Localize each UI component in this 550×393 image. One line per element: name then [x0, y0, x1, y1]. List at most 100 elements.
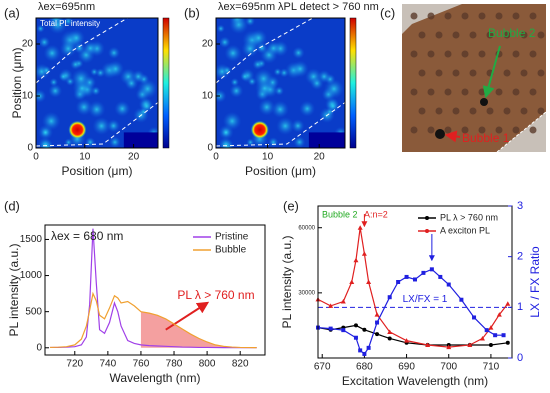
x-tick-label: 820	[232, 359, 249, 370]
bubble-dot	[452, 107, 460, 115]
marker	[446, 282, 451, 287]
arrow	[165, 301, 210, 331]
heatmap-blob	[218, 36, 231, 49]
panel-subtitle: λPL detect > 760 nm	[278, 1, 379, 13]
marker	[496, 312, 502, 317]
bubble-dot	[461, 126, 469, 134]
y-tick-label: 1500	[20, 234, 43, 245]
heatmap-blob	[87, 100, 106, 119]
bubble-dot	[410, 12, 418, 20]
heatmap-blob	[240, 72, 250, 82]
bubble-dot	[495, 126, 503, 134]
heatmap-blob	[43, 44, 61, 62]
y2-axis-label: LX / FX Ratio	[528, 246, 542, 318]
flake	[402, 4, 546, 152]
marker	[374, 312, 380, 317]
bubble-dot	[520, 107, 528, 115]
heatmap-blob	[222, 111, 242, 131]
marker	[362, 327, 367, 332]
flake-edge	[216, 102, 345, 147]
heatmap-blob	[137, 78, 158, 99]
x-tick-label: 0	[213, 152, 219, 163]
bubble-dot	[486, 107, 494, 115]
annotation: Bubble 2	[322, 209, 358, 219]
bubble-dot	[537, 31, 545, 39]
marker	[425, 342, 431, 347]
heatmap-blob	[63, 18, 74, 27]
y-axis-label: PL intensity (a.u.)	[280, 236, 294, 329]
bubble-dot	[486, 31, 494, 39]
bubble-dot	[520, 69, 528, 77]
heatmap-blob	[216, 89, 227, 103]
heatmap-blob	[38, 36, 51, 49]
heatmap-blob	[293, 136, 306, 148]
annotation: Bubble 2	[488, 26, 536, 40]
bubble-dot	[503, 31, 511, 39]
heatmap-blob	[291, 119, 305, 133]
heatmap-blob	[106, 119, 121, 133]
marker	[459, 297, 464, 302]
y-tick-label: 500	[25, 306, 42, 317]
bubble-dot	[435, 107, 443, 115]
marker	[353, 323, 358, 328]
bubble-dot	[452, 69, 460, 77]
x-tick-label: 680	[356, 362, 373, 373]
marker	[488, 325, 494, 330]
bubble-dot	[478, 88, 486, 96]
heatmap-blob	[71, 68, 91, 89]
heatmap-blob	[229, 18, 245, 26]
legend-marker	[425, 229, 429, 233]
bubble-dot	[512, 50, 520, 58]
heatmap-blob	[83, 40, 98, 56]
panel-title: λex=695nm	[38, 1, 95, 13]
bubble-dot	[512, 12, 520, 20]
x-tick-label: 690	[398, 362, 415, 373]
bubble-1	[435, 129, 445, 139]
flake-edge	[496, 111, 547, 153]
marker	[421, 270, 426, 275]
x-tick-label: 760	[133, 359, 150, 370]
y-tick-label: 0	[207, 143, 213, 154]
x-tick-label: 700	[440, 362, 457, 373]
bubble-dot	[495, 88, 503, 96]
x-tick-label: 670	[314, 362, 331, 373]
bubble-dot	[529, 126, 537, 134]
heatmap-blob	[41, 111, 61, 131]
heatmap-image	[36, 18, 158, 148]
heatmap-blob	[325, 107, 335, 117]
y2-tick-label: 1	[517, 301, 523, 313]
y-tick-label: 0	[27, 143, 33, 154]
arrow	[444, 130, 461, 143]
marker	[362, 351, 367, 356]
marker	[361, 251, 367, 256]
legend-label: PL λ > 760 nm	[440, 212, 498, 222]
y-tick-label: 60000	[298, 225, 315, 231]
y2-tick-label: 2	[517, 251, 523, 263]
heatmap-blob	[70, 59, 81, 70]
annotation: λex = 680 nm	[51, 229, 123, 243]
y-tick-label: 10	[22, 91, 34, 102]
bubble-dot	[520, 31, 528, 39]
bubble-dot	[469, 69, 477, 77]
annotation: Bubble 1	[462, 131, 510, 145]
marker	[341, 328, 346, 333]
heatmap-blob	[268, 137, 279, 148]
series-line	[317, 227, 509, 348]
heatmap-image	[216, 18, 345, 148]
bubble-dot	[478, 126, 486, 134]
marker	[484, 328, 489, 333]
marker	[404, 274, 409, 279]
bubble-dot	[478, 12, 486, 20]
bubble-dot	[410, 88, 418, 96]
bubble-dot	[418, 107, 426, 115]
bubble-dot	[427, 88, 435, 96]
heatmap-blob	[216, 24, 225, 33]
panel-title: λex=695nm	[218, 1, 275, 13]
heatmap-blob	[41, 65, 52, 76]
marker	[479, 335, 485, 341]
heatmap-blob	[252, 59, 264, 70]
bubble-dot	[444, 12, 452, 20]
marker	[413, 277, 417, 282]
hot-spot	[68, 120, 87, 139]
